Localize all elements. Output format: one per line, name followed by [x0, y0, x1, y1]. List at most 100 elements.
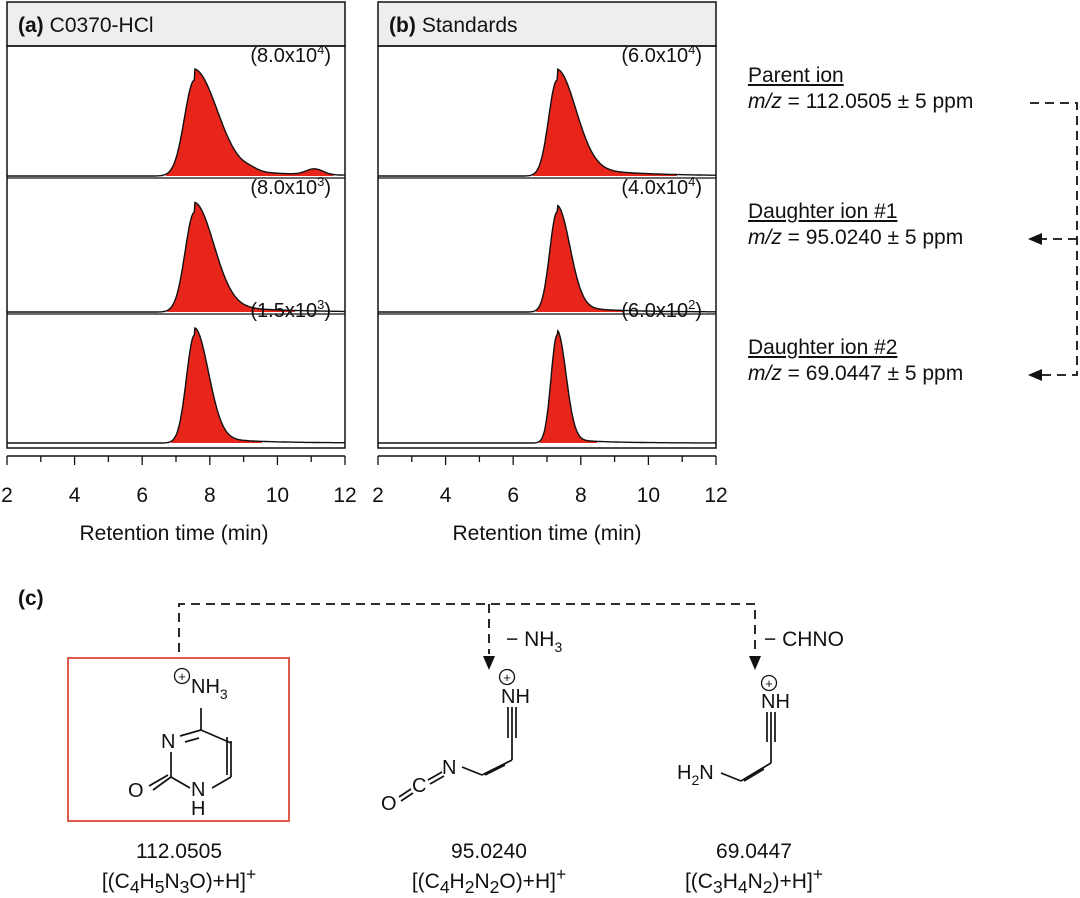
- ion-name: Daughter ion #1: [748, 200, 898, 223]
- bond: [179, 729, 202, 737]
- peak-fill-a-2: [167, 202, 295, 312]
- svg-text:+: +: [765, 676, 773, 691]
- atom-nh: NH: [761, 691, 790, 713]
- ion-name: Daughter ion #2: [748, 336, 898, 359]
- x-tick-label: 4: [440, 484, 452, 507]
- peak-fill-b-1: [532, 69, 677, 176]
- ion-label-parent: Parent ion m/z = 112.0505 ± 5 ppm: [748, 63, 973, 115]
- bond: [211, 776, 232, 789]
- structure-mass: 95.0240: [451, 840, 527, 863]
- x-tick-label: 2: [372, 484, 384, 507]
- ion-connector: [1028, 102, 1078, 381]
- panel-a-traces: (8.0x104) (8.0x103) (1.5x103): [7, 42, 345, 444]
- panel-c-tag: (c): [18, 587, 44, 610]
- loss-nh3: − NH3: [506, 628, 562, 655]
- structure-formula: [(C4H2N2O)+H]+: [411, 864, 567, 898]
- panel-b-x-label: Retention time (min): [452, 522, 641, 545]
- x-tick-label: 12: [333, 484, 356, 507]
- fragment-tree: [178, 603, 756, 654]
- loss-chno: − CHNO: [764, 628, 844, 651]
- x-tick-label: 6: [507, 484, 519, 507]
- panel-b-header: [377, 1, 717, 47]
- x-tick-label: 10: [637, 484, 660, 507]
- bond: [481, 759, 513, 776]
- panel-b-traces: (6.0x104) (4.0x104) (6.0x102): [378, 42, 717, 444]
- peak-fill-b-2: [536, 205, 625, 312]
- arrow-down-icon: [749, 656, 761, 670]
- atom-n: N: [191, 779, 205, 801]
- x-tick-label: 12: [704, 484, 727, 507]
- structure-label-parent: 112.0505 [(C4H5N3O)+H]+: [79, 840, 279, 898]
- ion-mz: m/z = 69.0447 ± 5 ppm: [748, 362, 964, 385]
- ion-label-daughter-2: Daughter ion #2 m/z = 69.0447 ± 5 ppm: [748, 335, 963, 387]
- ion-mz: m/z = 112.0505 ± 5 ppm: [748, 90, 974, 113]
- atom-o: O: [381, 793, 397, 815]
- structure-mass: 112.0505: [135, 840, 223, 863]
- structure-label-fragment-2: 69.0447 [(C3H4N2)+H]+: [654, 840, 854, 898]
- bond: [152, 776, 172, 791]
- charge-plus-icon: +: [760, 674, 778, 692]
- charge-plus-icon: +: [173, 667, 191, 685]
- ion-mz: m/z = 95.0240 ± 5 ppm: [748, 226, 964, 249]
- x-tick-label: 8: [575, 484, 587, 507]
- intensity-label: (8.0x104): [250, 42, 331, 67]
- x-tick-label: 8: [204, 484, 216, 507]
- structure-cytosine: [148, 708, 232, 791]
- arrow-left-icon: [1028, 233, 1042, 245]
- x-tick-label: 4: [69, 484, 81, 507]
- panel-a-frame: [6, 45, 346, 449]
- charge-plus-icon: +: [498, 668, 516, 686]
- atom-nh: NH: [501, 686, 530, 708]
- structure-fragment-2: [720, 712, 776, 782]
- atom-n: N: [161, 731, 175, 753]
- panel-a: (a) C0370-HCl (8.0x104) (8.0x103) (1.5x103)…: [1, 1, 357, 545]
- ion-name: Parent ion: [748, 64, 844, 87]
- trace-line-a-2: [7, 201, 345, 313]
- panel-b-frame: [377, 45, 717, 449]
- panel-a-title: (a) C0370-HCl: [18, 14, 154, 37]
- structure-formula: [(C4H5N3O)+H]+: [101, 864, 257, 898]
- atom-n: N: [442, 757, 456, 779]
- intensity-label: (4.0x104): [621, 174, 702, 199]
- trace-line-b-3: [378, 329, 716, 444]
- bond: [720, 772, 742, 782]
- atom-c: C: [412, 775, 426, 797]
- bond: [461, 766, 483, 776]
- structure-mass: 69.0447: [716, 840, 792, 863]
- trace-line-a-3: [7, 326, 345, 444]
- intensity-label: (6.0x104): [621, 42, 702, 67]
- panel-b-x-axis: 2 4 6 8 10 12: [372, 455, 728, 507]
- atom-o: O: [128, 780, 144, 802]
- panel-a-x-label: Retention time (min): [79, 522, 268, 545]
- bond: [170, 776, 191, 789]
- bond: [429, 775, 445, 785]
- structure-formula: [(C3H4N2)+H]+: [684, 864, 824, 898]
- panel-a-x-axis: 2 4 6 8 10 12: [1, 455, 357, 507]
- bond: [743, 768, 765, 782]
- x-tick-label: 6: [136, 484, 148, 507]
- trace-line-a-1: [7, 68, 345, 177]
- trace-line-b-2: [378, 204, 716, 313]
- panel-b-title: (b) Standards: [389, 14, 518, 37]
- trace-line-b-1: [378, 68, 717, 177]
- peak-fill-b-3: [539, 330, 597, 443]
- x-tick-label: 2: [1, 484, 13, 507]
- bond: [200, 729, 232, 744]
- bond: [148, 774, 169, 787]
- svg-text:+: +: [178, 669, 186, 684]
- peak-fill-a-3: [171, 328, 262, 443]
- panel-a-header: [6, 1, 346, 47]
- atom-h: H: [191, 798, 205, 820]
- bond: [484, 764, 506, 776]
- structure-fragment-1: [398, 707, 517, 802]
- bond: [400, 792, 414, 802]
- bond: [184, 737, 200, 743]
- parent-structure-box: [67, 657, 290, 822]
- arrow-down-icon: [483, 656, 495, 670]
- atom-nh3: NH3: [191, 676, 228, 702]
- structure-label-fragment-1: 95.0240 [(C4H2N2O)+H]+: [389, 840, 589, 898]
- atom-h2n: H2N: [677, 762, 714, 788]
- bond: [427, 771, 443, 781]
- ion-label-daughter-1: Daughter ion #1 m/z = 95.0240 ± 5 ppm: [748, 199, 963, 251]
